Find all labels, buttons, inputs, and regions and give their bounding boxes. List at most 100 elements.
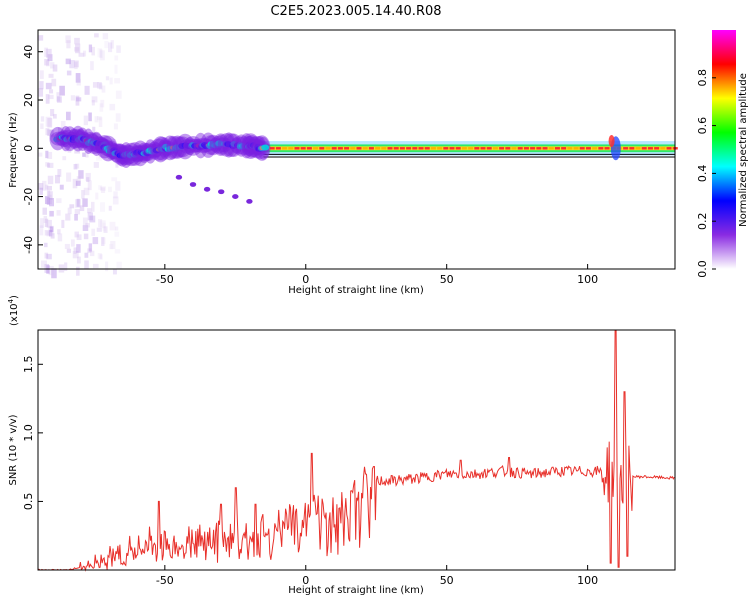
noise-cell <box>46 185 52 191</box>
noise-cell <box>97 253 102 259</box>
noise-cell <box>102 222 106 232</box>
noise-cell <box>66 172 72 182</box>
noise-cell <box>91 201 95 212</box>
band-core-cell <box>554 147 560 150</box>
noise-cell <box>46 231 50 237</box>
noise-cell <box>73 247 77 254</box>
noise-cell <box>67 207 72 215</box>
noise-cell <box>45 150 49 159</box>
disturbance-core <box>608 135 615 148</box>
noise-cell <box>38 35 44 41</box>
chirp-dot <box>232 194 239 199</box>
band-core-cell <box>561 147 567 150</box>
noise-cell <box>99 103 104 112</box>
noise-cell <box>64 243 70 250</box>
noise-cell <box>65 111 71 121</box>
chirp-dot <box>203 186 211 192</box>
noise-cell <box>40 116 45 122</box>
noise-cell <box>57 127 64 134</box>
noise-cell <box>48 265 54 276</box>
colorbar: 0.0 0.2 0.4 0.6 0.8 Normalized spectral ampl… <box>696 30 749 278</box>
band-core-cell <box>654 147 660 150</box>
noise-cell <box>84 260 89 270</box>
spectrogram-ylabel: Frequency (Hz) <box>8 112 19 188</box>
noise-cell <box>69 60 75 69</box>
noise-cell <box>93 161 99 168</box>
band-core-cell <box>480 147 486 150</box>
noise-cell <box>56 92 61 102</box>
noise-cell <box>76 176 81 184</box>
band-core-cell <box>412 147 418 150</box>
noise-cell <box>43 215 48 224</box>
noise-cell <box>74 60 79 68</box>
noise-cell <box>101 138 107 145</box>
noise-cell <box>73 164 78 170</box>
noise-cell <box>47 194 52 205</box>
noise-cell <box>100 99 105 108</box>
noise-cell <box>98 219 103 228</box>
noise-cell <box>49 130 55 138</box>
chirp-dot <box>189 182 197 187</box>
band-core-cell <box>461 147 467 150</box>
band-core-cell <box>282 147 288 150</box>
snr-series-line <box>37 329 675 572</box>
band-core-cell <box>313 147 319 150</box>
colorbar-tick-label: 0.6 <box>696 117 709 135</box>
band-core-cell <box>331 147 337 150</box>
noise-cell <box>114 231 120 237</box>
noise-cell <box>88 112 92 122</box>
noise-cell <box>38 183 44 190</box>
noise-cell <box>113 123 118 130</box>
colorbar-gradient <box>712 30 736 269</box>
band-core-cell <box>424 147 430 150</box>
noise-cell <box>76 234 82 241</box>
noise-cell <box>50 62 55 69</box>
noise-cell <box>88 243 93 252</box>
band-core-cell <box>523 147 529 150</box>
band-core-cell <box>393 147 399 150</box>
band-core-cell <box>530 147 536 150</box>
chirp-dot <box>246 199 253 204</box>
noise-cell <box>83 187 90 196</box>
noise-cell <box>99 254 103 260</box>
band-core-cell <box>288 147 294 150</box>
noise-cell <box>39 187 43 195</box>
noise-cell <box>64 262 68 271</box>
noise-cell <box>50 109 55 117</box>
noise-cell <box>49 210 54 217</box>
band-core-cell <box>275 147 281 150</box>
band-core-cell <box>399 147 405 150</box>
spectrogram-chirp <box>175 174 253 204</box>
colorbar-label: Normalized spectral amplitude <box>738 73 749 227</box>
band-core-cell <box>325 147 331 150</box>
chirp-dot <box>218 189 225 195</box>
y-tick-label: 40 <box>22 45 35 59</box>
noise-cell <box>98 151 103 159</box>
snr-x-ticks: -50 0 50 100 <box>156 565 598 587</box>
band-core-cell <box>430 147 436 150</box>
noise-cell <box>47 117 53 128</box>
noise-cell <box>99 83 103 90</box>
x-tick-label: 50 <box>440 574 454 587</box>
noise-cell <box>44 196 50 205</box>
y-tick-label: -20 <box>22 188 35 206</box>
band-core-cell <box>368 147 374 150</box>
noise-cell <box>44 58 49 66</box>
noise-cell <box>114 226 119 231</box>
noise-cell <box>89 250 95 257</box>
band-core-cell <box>418 147 424 150</box>
noise-cell <box>84 252 89 258</box>
noise-cell <box>75 199 81 208</box>
noise-cell <box>114 55 119 61</box>
noise-cell <box>100 187 106 193</box>
noise-cell <box>46 253 52 260</box>
colorbar-ticks: 0.0 0.2 0.4 0.6 0.8 <box>696 69 716 278</box>
noise-cell <box>40 260 47 268</box>
band-core-cell <box>443 147 449 150</box>
snr-multiplier: (x104) <box>7 295 20 326</box>
noise-cell <box>47 151 53 159</box>
snr-panel: -50 0 50 100 0.5 1.0 1.5 Height of straight l… <box>7 295 676 596</box>
noise-cell <box>85 222 90 228</box>
noise-cell <box>105 76 110 81</box>
noise-cell <box>45 116 52 127</box>
